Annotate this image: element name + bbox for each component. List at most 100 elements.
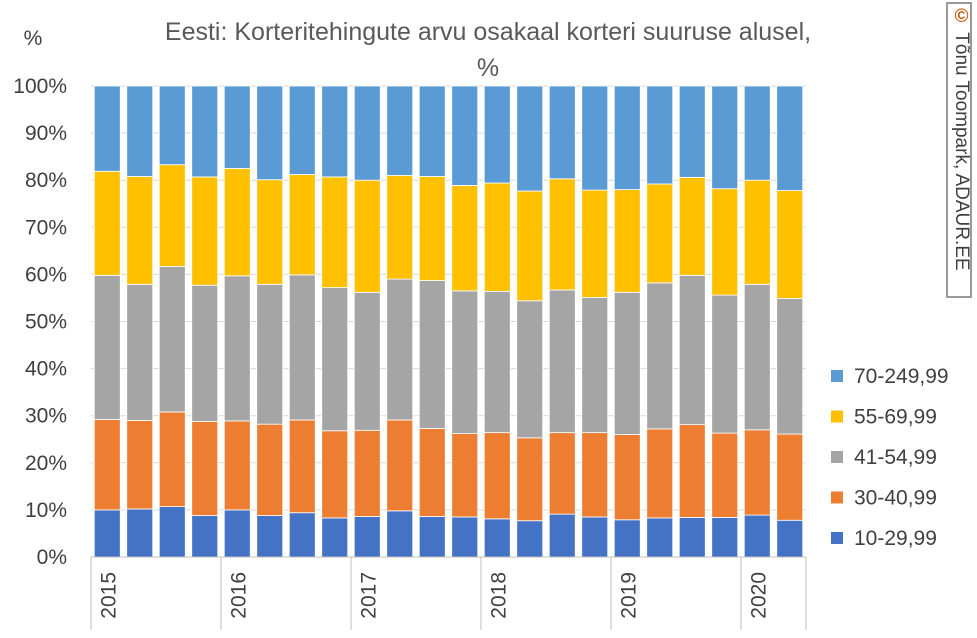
legend-swatch: [831, 410, 843, 423]
bar-segment: [288, 85, 316, 175]
bar-segment: [191, 85, 219, 178]
bar-segment: [288, 512, 316, 558]
bar-segment: [483, 518, 511, 558]
y-tick-label: 20%: [25, 452, 67, 475]
legend-swatch: [831, 532, 843, 544]
x-axis-ticks: 2015 2016 2017 2018 2019 2020: [90, 557, 770, 630]
y-axis-ticks: 0% 10% 20% 30% 40% 50% 60% 70% 80% 90% 100%: [13, 75, 67, 569]
bar-segment: [256, 515, 284, 558]
bar-segment: [288, 174, 316, 276]
bar-segment: [191, 420, 219, 516]
x-tick-label: 2016: [227, 572, 250, 619]
bar-segment: [776, 519, 804, 558]
bar-segment: [158, 164, 186, 267]
bar-segment: [256, 85, 284, 181]
legend: 70-249,99 55-69,99 41-54,99 30-40,99 10-29,9…: [831, 365, 949, 550]
y-tick-label: 70%: [25, 216, 67, 239]
bar-segment: [321, 287, 349, 432]
bar-segment: [743, 179, 771, 285]
bar-segment: [776, 433, 804, 521]
y-tick-label: 40%: [25, 358, 67, 381]
bar-segment: [516, 437, 544, 522]
bar-segment: [418, 176, 446, 281]
bar-segment: [158, 265, 186, 413]
legend-swatch: [831, 451, 843, 463]
bar-segment: [418, 85, 446, 177]
bar-segment: [613, 291, 641, 435]
bar-segment: [678, 274, 706, 426]
bar-segment: [613, 519, 641, 558]
y-axis-label: %: [24, 27, 43, 50]
bar-segment: [223, 275, 251, 422]
bar-segment: [548, 432, 576, 515]
bar-segment: [646, 183, 674, 284]
x-tick-label: 2018: [487, 572, 510, 619]
bar-segment: [158, 506, 186, 558]
bar-segment: [483, 432, 511, 520]
bars: [93, 85, 804, 558]
bar-segment: [743, 429, 771, 516]
bar-segment: [223, 85, 251, 169]
legend-label: 41-54,99: [854, 446, 937, 469]
bar-segment: [678, 176, 706, 276]
bar-segment: [743, 283, 771, 431]
y-tick-label: 10%: [25, 499, 67, 522]
bar-segment: [483, 85, 511, 184]
y-tick-label: 0%: [37, 546, 67, 569]
bar-segment: [288, 274, 316, 421]
bar-segment: [451, 184, 479, 292]
y-tick-label: 50%: [25, 311, 67, 334]
bar-segment: [256, 283, 284, 425]
bar-segment: [418, 428, 446, 517]
bar-segment: [321, 430, 349, 519]
bar-segment: [353, 179, 381, 293]
bar-segment: [386, 175, 414, 280]
bar-segment: [646, 85, 674, 185]
chart-title-line1: Eesti: Korteritehingute arvu osakaal kor…: [165, 18, 811, 46]
bar-segment: [613, 85, 641, 191]
bar-segment: [126, 508, 154, 558]
bar-segment: [776, 85, 804, 191]
bar-segment: [126, 420, 154, 510]
bar-segment: [93, 85, 121, 172]
bar-segment: [288, 419, 316, 514]
copyright-mark: ©: [951, 6, 972, 27]
bar-segment: [711, 85, 739, 190]
bar-segment: [581, 85, 609, 191]
bar-segment: [678, 424, 706, 518]
bar-segment: [126, 283, 154, 421]
bar-segment: [386, 510, 414, 558]
bar-segment: [353, 85, 381, 181]
bar-segment: [483, 182, 511, 292]
bar-segment: [93, 274, 121, 420]
bar-segment: [353, 291, 381, 431]
bar-segment: [126, 85, 154, 177]
bar-segment: [776, 190, 804, 299]
legend-swatch: [831, 370, 843, 382]
bar-segment: [548, 178, 576, 291]
bar-segment: [158, 411, 186, 508]
bar-segment: [321, 85, 349, 178]
bar-segment: [581, 432, 609, 518]
bar-segment: [256, 423, 284, 516]
bar-segment: [223, 420, 251, 511]
bar-segment: [581, 297, 609, 434]
bar-segment: [613, 434, 641, 521]
legend-swatch: [831, 491, 843, 504]
bar-segment: [711, 517, 739, 558]
copyright-notice: © Tõnu Toompark, ADAUR.EE: [950, 6, 972, 296]
legend-label: 70-249,99: [854, 365, 949, 388]
bar-segment: [711, 432, 739, 518]
bar-segment: [223, 509, 251, 558]
bar-segment: [548, 85, 576, 180]
y-tick-label: 90%: [25, 122, 67, 145]
y-tick-label: 60%: [25, 263, 67, 286]
bar-segment: [191, 284, 219, 422]
bar-segment: [321, 517, 349, 558]
bar-segment: [613, 189, 641, 293]
y-tick-label: 30%: [25, 405, 67, 428]
bar-segment: [516, 85, 544, 192]
bar-segment: [743, 514, 771, 558]
bar-segment: [93, 509, 121, 558]
